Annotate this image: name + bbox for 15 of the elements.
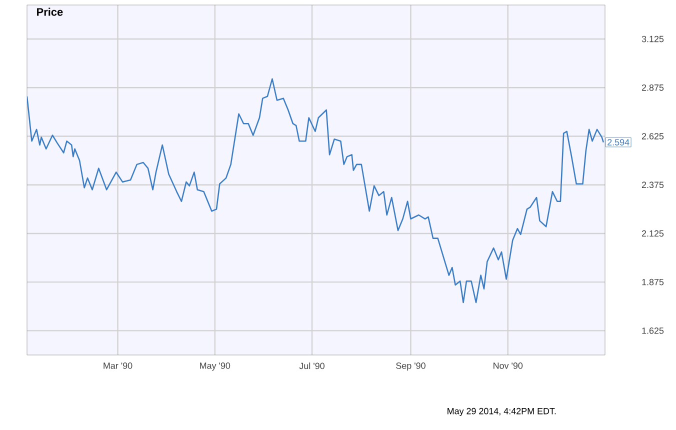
x-tick-label: Mar '90 [104, 362, 132, 369]
x-tick-label: Nov '90 [494, 362, 523, 369]
text: May 29 2014, 4:42PM EDT. [448, 408, 556, 416]
annotation: 2.594 [608, 139, 630, 146]
y-tick-label: 2.375 [642, 182, 664, 188]
x-tick-label: May '90 [200, 362, 230, 371]
x-tick-label: Sep '90 [396, 362, 426, 371]
y-tick-label: 3.125 [642, 36, 664, 42]
y-tick-label: 1.875 [642, 278, 664, 286]
y-tick-label: 2.125 [642, 230, 664, 237]
y-tick-label: 2.625 [642, 133, 664, 140]
y-tick-label: 2.875 [642, 84, 664, 91]
x-tick-label: Jul '90 [299, 362, 324, 370]
chart-title: Price [37, 8, 63, 16]
y-tick-label: 1.625 [642, 328, 664, 334]
